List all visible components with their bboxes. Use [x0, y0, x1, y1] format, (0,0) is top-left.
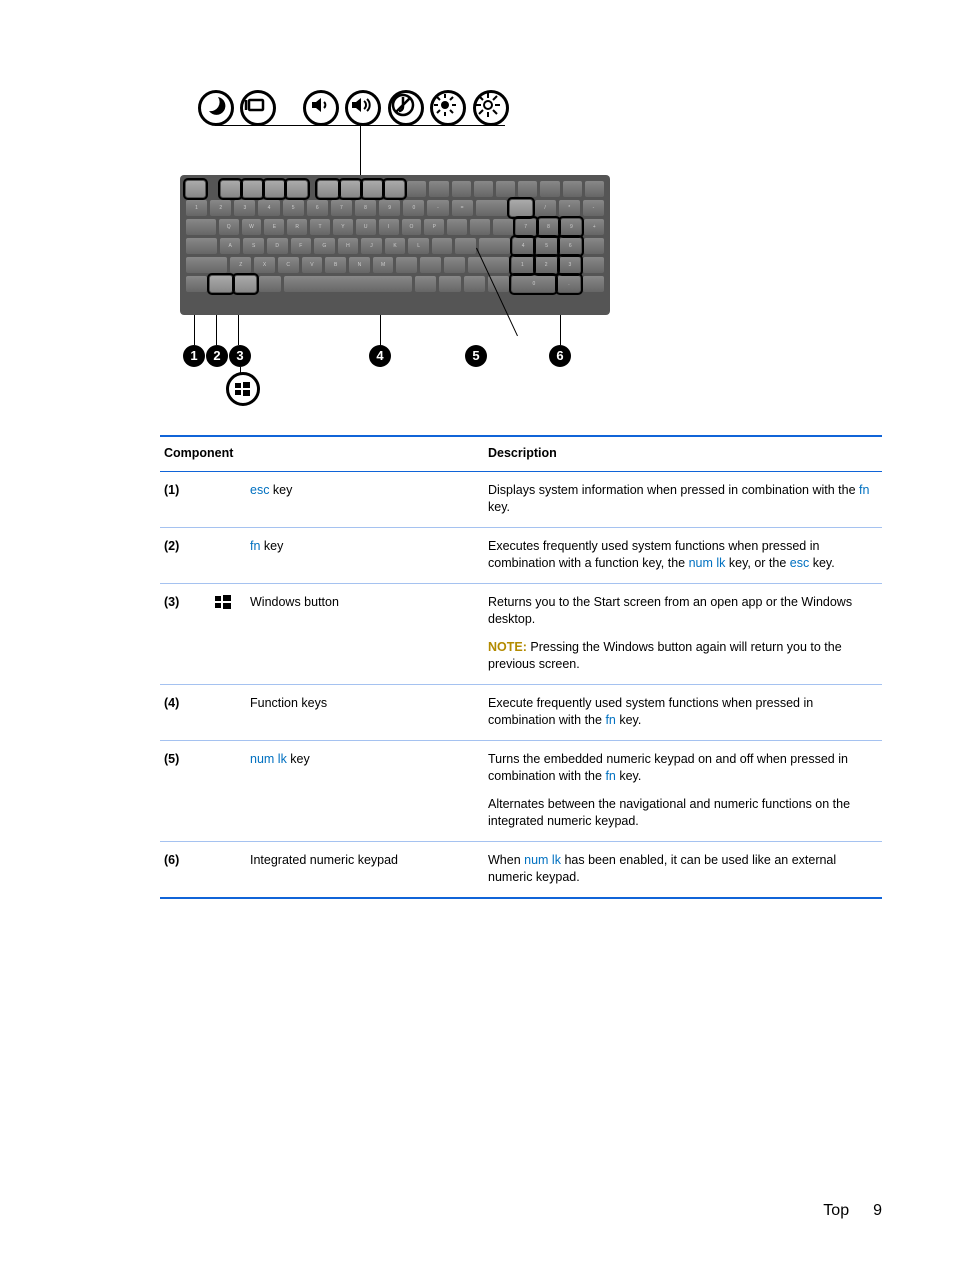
row-index: (2): [160, 527, 200, 583]
component-description: Execute frequently used system functions…: [484, 684, 882, 740]
callout-bubble-4: 4: [369, 345, 391, 367]
row-index: (3): [160, 583, 200, 684]
component-description: Turns the embedded numeric keypad on and…: [484, 740, 882, 841]
key-win: [235, 276, 256, 292]
brightness-down-icon: [430, 90, 466, 126]
keyboard-illustration: 12345 67890 -= /*- QWERT YUIOP 789+ ASDF…: [180, 175, 610, 315]
mute-icon: [388, 90, 424, 126]
component-name: Windows button: [246, 583, 484, 684]
row-index: (5): [160, 740, 200, 841]
row-index: (4): [160, 684, 200, 740]
component-description: Executes frequently used system function…: [484, 527, 882, 583]
component-description: Returns you to the Start screen from an …: [484, 583, 882, 684]
brightness-up-icon: [473, 90, 509, 126]
callout-bubble-2: 2: [206, 345, 228, 367]
col-header-component: Component: [160, 436, 484, 471]
key-numlk: [510, 200, 531, 216]
table-row: (4) Function keys Execute frequently use…: [160, 684, 882, 740]
windows-icon: [214, 594, 232, 612]
numpad-key: 7: [516, 219, 536, 235]
page-footer: Top 9: [823, 1202, 882, 1220]
component-name: Integrated numeric keypad: [246, 841, 484, 898]
component-description: When num lk has been enabled, it can be …: [484, 841, 882, 898]
row-index: (1): [160, 471, 200, 527]
table-row: (5) num lk key Turns the embedded numeri…: [160, 740, 882, 841]
icon-row: [198, 90, 511, 126]
callout-bubble-1: 1: [183, 345, 205, 367]
table-row: (6) Integrated numeric keypad When num l…: [160, 841, 882, 898]
table-row: (2) fn key Executes frequently used syst…: [160, 527, 882, 583]
screen-cycle-icon: [240, 90, 276, 126]
footer-page-number: 9: [873, 1202, 882, 1219]
callout-bubble-5: 5: [465, 345, 487, 367]
component-name: fn key: [246, 527, 484, 583]
volume-up-icon: [345, 90, 381, 126]
key-esc: [186, 181, 205, 197]
component-name: esc key: [246, 471, 484, 527]
row-index: (6): [160, 841, 200, 898]
document-page: 12345 67890 -= /*- QWERT YUIOP 789+ ASDF…: [0, 0, 954, 1270]
windows-icon: [226, 372, 260, 406]
key-fn: [210, 276, 231, 292]
table-row: (3) Windows button Returns you to the St…: [160, 583, 882, 684]
component-name: Function keys: [246, 684, 484, 740]
component-description: Displays system information when pressed…: [484, 471, 882, 527]
col-header-description: Description: [484, 436, 882, 471]
callout-bubble-3: 3: [229, 345, 251, 367]
table-row: (1) esc key Displays system information …: [160, 471, 882, 527]
callout-bubble-6: 6: [549, 345, 571, 367]
footer-section: Top: [823, 1202, 849, 1219]
component-name: num lk key: [246, 740, 484, 841]
components-table: Component Description (1) esc key Displa…: [160, 435, 882, 899]
keyboard-diagram: 12345 67890 -= /*- QWERT YUIOP 789+ ASDF…: [180, 80, 610, 400]
key-fn-row: [221, 181, 240, 197]
sleep-icon: [198, 90, 234, 126]
volume-down-icon: [303, 90, 339, 126]
